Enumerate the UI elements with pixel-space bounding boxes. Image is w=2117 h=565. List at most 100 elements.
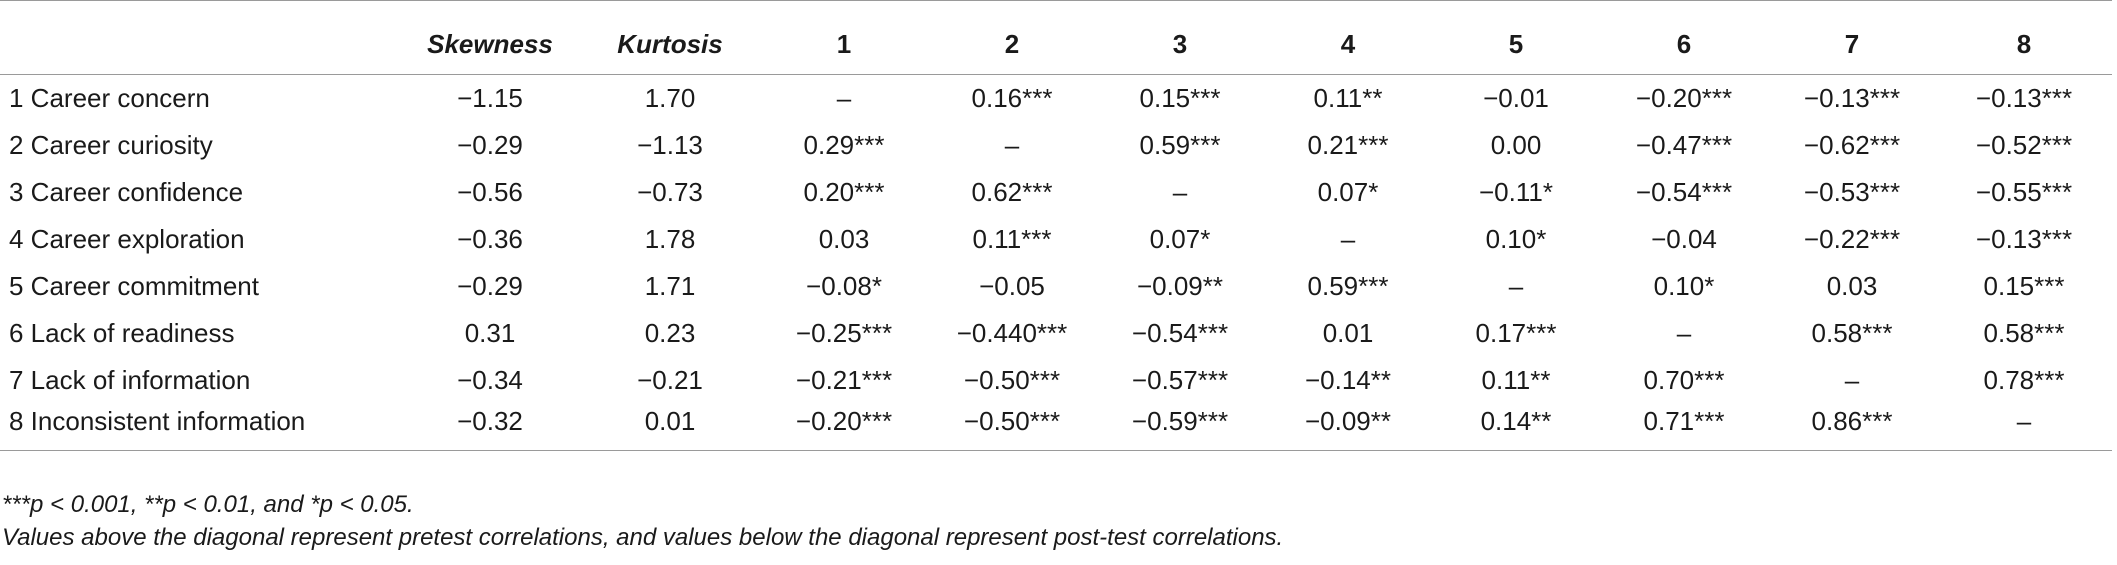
kurtosis-cell: 1.70 [644,82,696,113]
correlation-cell: −0.13*** [1803,82,1901,113]
correlation-cell: −0.13*** [1975,82,2073,113]
skewness-cell: −0.36 [457,223,523,254]
correlation-cell: −0.13*** [1975,223,2073,254]
correlation-cell: 0.58*** [1811,317,1893,348]
correlation-cell: −0.440*** [956,317,1068,348]
significance-note: ***p < 0.001, **p < 0.01, and *p < 0.05. [2,491,414,518]
table-footnotes: ***p < 0.001, **p < 0.01, and *p < 0.05.… [0,488,1283,554]
correlation-cell: −0.59*** [1131,406,1229,437]
correlation-cell: −0.25*** [795,317,893,348]
header-cell-4: 4 [1340,29,1356,59]
correlation-cell: 0.21*** [1307,129,1389,160]
correlation-cell: −0.09** [1136,270,1224,301]
correlation-cell: – [1676,317,1692,348]
skewness-cell: −0.29 [457,270,523,301]
correlation-cell: 0.29*** [803,129,885,160]
correlation-cell: 0.10* [1653,270,1715,301]
correlation-cell: −0.55*** [1975,176,2073,207]
correlation-cell: 0.78*** [1983,364,2065,395]
header-cell-8: 8 [2016,29,2032,59]
row-label: 2 Career curiosity [9,129,213,160]
header-cell-2: 2 [1004,29,1020,59]
table-row: 7 Lack of information −0.34 −0.21 −0.21*… [0,357,2112,404]
correlation-cell: −0.09** [1304,406,1392,437]
kurtosis-cell: −1.13 [637,129,703,160]
kurtosis-cell: 1.78 [644,223,696,254]
table-row: 5 Career commitment −0.29 1.71 −0.08* −0… [0,263,2112,310]
kurtosis-cell: 0.01 [644,406,696,437]
correlation-cell: −0.14** [1304,364,1392,395]
row-label: 6 Lack of readiness [9,317,235,348]
skewness-cell: −0.34 [457,364,523,395]
correlation-cell: 0.71*** [1643,406,1725,437]
table-row: 1 Career concern −1.15 1.70 – 0.16*** 0.… [0,75,2112,122]
correlation-cell: −0.22*** [1803,223,1901,254]
correlation-cell: −0.50*** [963,364,1061,395]
skewness-cell: −0.32 [457,406,523,437]
skewness-cell: −1.15 [457,82,523,113]
correlation-cell: 0.15*** [1983,270,2065,301]
correlation-cell: −0.57*** [1131,364,1229,395]
correlation-cell: 0.59*** [1307,270,1389,301]
correlation-cell: 0.01 [1322,317,1374,348]
table-row: 6 Lack of readiness 0.31 0.23 −0.25*** −… [0,310,2112,357]
correlation-cell: −0.05 [979,270,1045,301]
header-cell-skewness: Skewness [427,29,553,59]
correlation-cell: – [1340,223,1356,254]
row-label: 3 Career confidence [9,176,244,207]
correlation-cell: 0.70*** [1643,364,1725,395]
correlation-cell: 0.14** [1480,406,1552,437]
correlation-cell: – [2016,406,2032,437]
correlation-cell: −0.20*** [1635,82,1733,113]
correlation-cell: – [1004,129,1020,160]
row-label: 1 Career concern [9,82,210,113]
row-label: 8 Inconsistent information [9,406,306,437]
correlation-cell: 0.86*** [1811,406,1893,437]
correlation-cell: −0.20*** [795,406,893,437]
correlation-cell: 0.15*** [1139,82,1221,113]
correlation-cell: −0.53*** [1803,176,1901,207]
correlation-cell: 0.62*** [971,176,1053,207]
correlation-cell: 0.11** [1481,364,1551,395]
correlation-cell: −0.52*** [1975,129,2073,160]
header-cell-label [0,1,400,75]
table-row: 4 Career exploration −0.36 1.78 0.03 0.1… [0,216,2112,263]
correlation-cell: – [1844,364,1860,395]
kurtosis-cell: −0.73 [637,176,703,207]
correlation-cell: 0.16*** [971,82,1053,113]
correlation-cell: 0.11** [1313,82,1383,113]
correlation-cell: −0.01 [1483,82,1549,113]
diagonal-note: Values above the diagonal represent pret… [2,524,1284,551]
correlation-cell: −0.04 [1651,223,1717,254]
correlation-cell: 0.07* [1317,176,1379,207]
correlation-cell: −0.62*** [1803,129,1901,160]
correlation-table: Skewness Kurtosis 1 2 3 4 5 6 7 8 1 Care… [0,0,2112,451]
row-label: 4 Career exploration [9,223,245,254]
kurtosis-cell: 1.71 [644,270,696,301]
table-header-row: Skewness Kurtosis 1 2 3 4 5 6 7 8 [0,0,2112,75]
correlation-cell: 0.00 [1490,129,1542,160]
correlation-cell: −0.08* [806,270,882,301]
header-cell-3: 3 [1172,29,1188,59]
kurtosis-cell: 0.23 [644,317,696,348]
table-row: 8 Inconsistent information −0.32 0.01 −0… [0,404,2112,451]
correlation-cell: 0.03 [1826,270,1878,301]
skewness-cell: −0.56 [457,176,523,207]
correlation-cell: −0.54*** [1635,176,1733,207]
table-row: 3 Career confidence −0.56 −0.73 0.20*** … [0,169,2112,216]
correlation-cell: −0.11* [1479,176,1553,207]
correlation-cell: 0.11*** [972,223,1052,254]
header-cell-kurtosis: Kurtosis [617,29,723,59]
correlation-cell: −0.50*** [963,406,1061,437]
correlation-cell: −0.47*** [1635,129,1733,160]
correlation-cell: 0.59*** [1139,129,1221,160]
skewness-cell: 0.31 [464,317,516,348]
header-cell-7: 7 [1844,29,1860,59]
correlation-cell: 0.58*** [1983,317,2065,348]
header-cell-1: 1 [836,29,852,59]
kurtosis-cell: −0.21 [637,364,703,395]
correlation-cell: 0.20*** [803,176,885,207]
correlation-cell: 0.03 [818,223,870,254]
correlation-cell: 0.07* [1149,223,1211,254]
correlation-cell: −0.21*** [795,364,893,395]
